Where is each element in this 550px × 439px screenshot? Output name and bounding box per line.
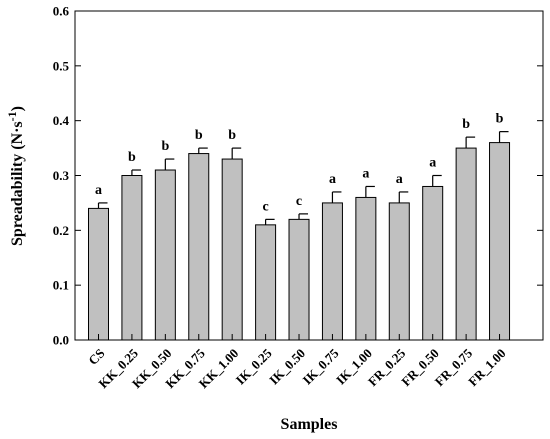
x-tick-label: IK_0.75	[300, 345, 342, 387]
bar	[388, 202, 410, 341]
y-axis-title-superscript: -1	[5, 111, 19, 121]
x-tick-label: CS	[85, 346, 107, 368]
bar	[154, 169, 176, 341]
y-axis: 0.0 0.1 0.2 0.3 0.4 0.5 0.6	[53, 4, 543, 348]
significance-label: b	[128, 150, 136, 165]
significance-label: a	[429, 156, 436, 171]
y-tick-label: 0.2	[53, 223, 69, 238]
x-tick-label: FR_1.00	[465, 346, 509, 390]
x-axis-title: Samples	[281, 416, 338, 433]
y-tick-label: 0.3	[53, 168, 70, 183]
significance-label: b	[161, 139, 169, 154]
bars: a b b b b c c a a a a b b	[88, 112, 511, 341]
y-tick-label: 0.4	[53, 113, 70, 128]
y-tick-label: 0.1	[53, 278, 69, 293]
x-tick-label: IK_0.50	[266, 346, 308, 388]
x-tick-label: IK_0.25	[233, 345, 275, 387]
bar	[355, 196, 377, 341]
y-tick-label: 0.6	[53, 4, 70, 19]
y-tick-label: 0.0	[53, 333, 69, 348]
bar	[121, 175, 143, 341]
bar	[321, 202, 343, 341]
bar	[255, 224, 277, 341]
significance-label: a	[95, 183, 102, 198]
bar	[288, 218, 310, 341]
y-axis-title-close: )	[9, 106, 26, 111]
y-axis-title-main: Spreadability (N·s	[9, 121, 26, 246]
significance-label: b	[496, 112, 504, 127]
significance-label: b	[228, 128, 236, 143]
significance-label: a	[329, 172, 336, 187]
significance-label: a	[396, 172, 403, 187]
bar	[489, 142, 511, 341]
significance-label: b	[195, 128, 203, 143]
bar	[188, 153, 210, 341]
bar	[221, 158, 243, 341]
significance-label: c	[262, 199, 268, 214]
significance-label: a	[362, 166, 369, 181]
x-axis: CSKK_0.25KK_0.50KK_0.75KK_1.00IK_0.25IK_…	[85, 334, 509, 391]
significance-label: b	[462, 117, 470, 132]
bar	[88, 207, 109, 341]
significance-label: c	[296, 194, 302, 209]
y-tick-label: 0.5	[53, 58, 70, 73]
y-axis-title: Spreadability (N·s-1)	[5, 106, 26, 246]
bar	[455, 147, 477, 341]
bar	[422, 185, 444, 341]
